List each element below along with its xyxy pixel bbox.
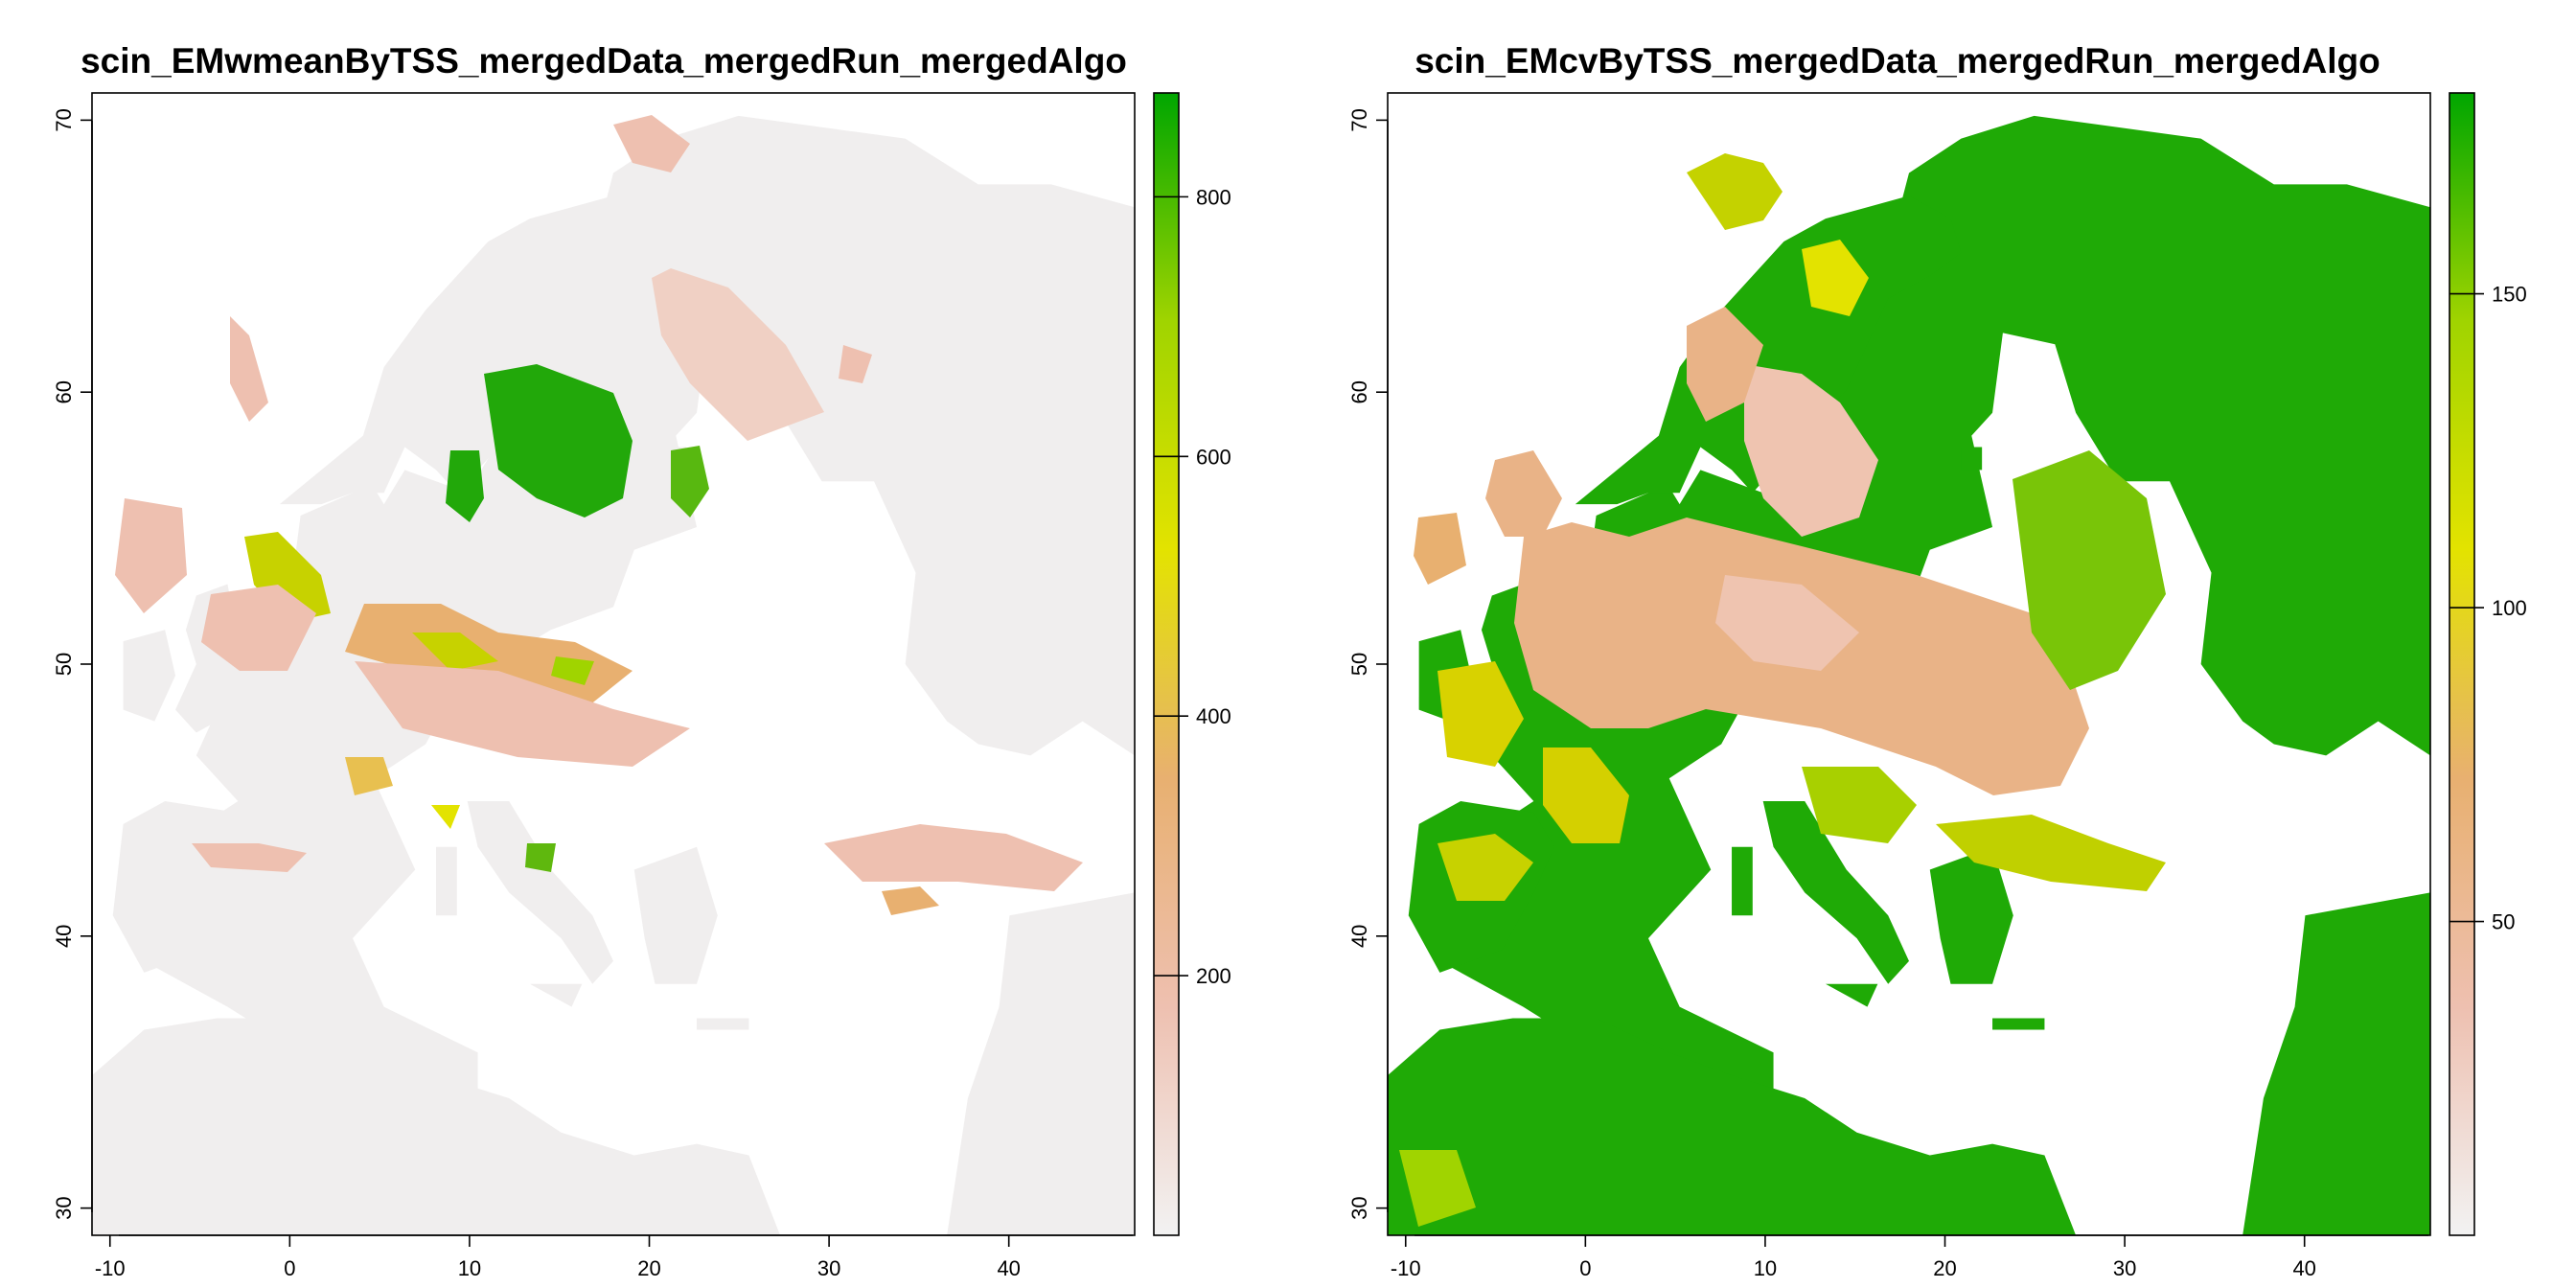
left-y-tick-label: 30 [52, 1196, 76, 1219]
right-legend-tick-label: 50 [2492, 910, 2515, 934]
left-map-high-zones [115, 115, 1083, 915]
right-x-tick-label: -10 [1391, 1256, 1421, 1280]
right-legend-tick-label: 100 [2492, 596, 2527, 620]
right-x-tick-label: 10 [1754, 1256, 1777, 1280]
left-map-x-axis: -10 0 10 20 30 40 [95, 1234, 1133, 1280]
right-y-tick-label: 50 [1347, 653, 1371, 676]
left-x-tick-label: 40 [997, 1256, 1020, 1280]
right-map-title: scin_EMcvByTSS_mergedData_mergedRun_merg… [1414, 41, 2380, 80]
right-y-tick-label: 60 [1347, 380, 1371, 403]
left-map-raster [91, 92, 1136, 1236]
right-legend-colorbar [2449, 92, 2475, 1236]
left-map-panel: scin_EMwmeanByTSS_mergedData_mergedRun_m… [52, 41, 1231, 1280]
left-legend-tick-label: 200 [1196, 964, 1231, 988]
left-x-tick-label: 30 [817, 1256, 840, 1280]
left-map-y-axis: 30 40 50 60 70 [52, 108, 93, 1220]
left-y-tick-label: 50 [52, 653, 76, 676]
left-legend-tick-label: 400 [1196, 704, 1231, 728]
right-x-tick-label: 0 [1579, 1256, 1591, 1280]
right-map-legend: 50 100 150 [2449, 92, 2527, 1236]
right-map-raster [1387, 92, 2431, 1236]
left-y-tick-label: 40 [52, 925, 76, 948]
right-legend-tick-label: 150 [2492, 283, 2527, 307]
left-x-tick-label: 10 [458, 1256, 481, 1280]
left-legend-colorbar [1153, 92, 1180, 1236]
right-y-tick-label: 30 [1347, 1196, 1371, 1219]
left-map-legend: 200 400 600 800 [1153, 92, 1231, 1236]
right-map-low-zones [1399, 153, 2166, 1227]
right-x-tick-label: 40 [2292, 1256, 2315, 1280]
left-x-tick-label: 0 [284, 1256, 295, 1280]
right-map-panel: scin_EMcvByTSS_mergedData_mergedRun_merg… [1347, 41, 2527, 1280]
left-y-tick-label: 70 [52, 108, 76, 131]
left-y-tick-label: 60 [52, 380, 76, 403]
left-x-tick-label: 20 [637, 1256, 660, 1280]
left-legend-tick-label: 800 [1196, 185, 1231, 209]
left-map-title: scin_EMwmeanByTSS_mergedData_mergedRun_m… [80, 41, 1127, 80]
right-map-y-axis: 30 40 50 60 70 [1347, 108, 1389, 1220]
right-y-tick-label: 70 [1347, 108, 1371, 131]
left-legend-tick-label: 600 [1196, 445, 1231, 469]
right-y-tick-label: 40 [1347, 925, 1371, 948]
left-x-tick-label: -10 [95, 1256, 126, 1280]
right-x-tick-label: 20 [1933, 1256, 1956, 1280]
right-x-tick-label: 30 [2113, 1256, 2136, 1280]
right-map-x-axis: -10 0 10 20 30 40 [1391, 1234, 2428, 1280]
